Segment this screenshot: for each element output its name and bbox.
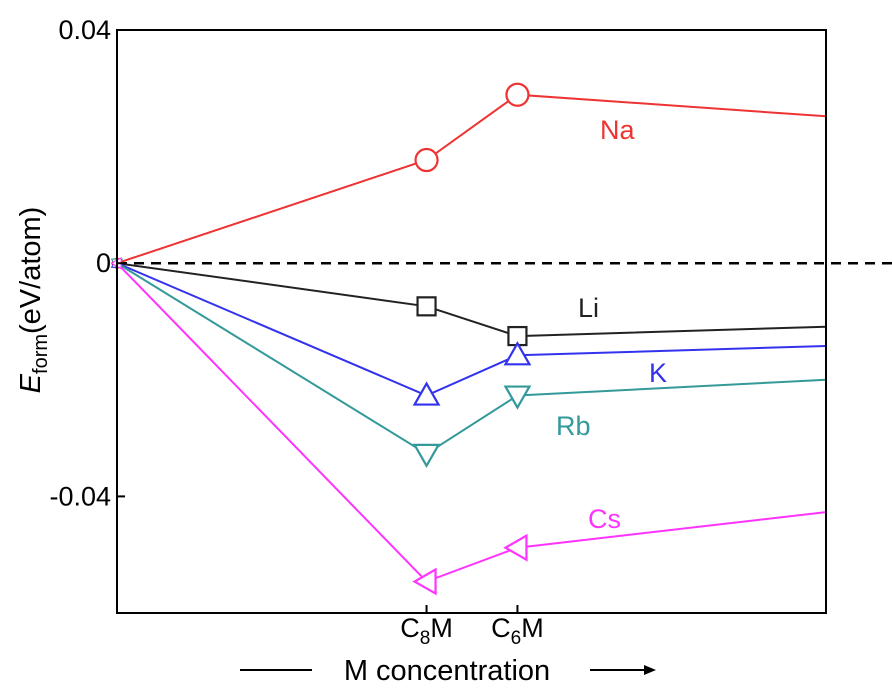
- y-tick-label-2: -0.04: [49, 481, 111, 511]
- series-k: [110, 256, 827, 406]
- x-axis-title-arrow-head: [644, 665, 656, 675]
- series-rb: [110, 258, 827, 469]
- axis-title-layer: M concentration Eform(eV/atom): [15, 207, 656, 687]
- series-line-k: [116, 262, 827, 397]
- series-line-cs: [116, 262, 827, 583]
- series-label-li: Li: [578, 293, 599, 323]
- data-point-na-2: [505, 82, 530, 107]
- series-line-na: [116, 93, 827, 265]
- data-point-cs-1: [412, 567, 437, 596]
- y-tick-label-0: 0.04: [58, 15, 111, 45]
- series-label-rb: Rb: [556, 411, 591, 441]
- data-point-li-1: [416, 296, 437, 317]
- series-li: [112, 258, 827, 347]
- y-tick-layer: 0.04 0 -0.04: [49, 15, 125, 511]
- data-point-rb-1: [412, 443, 441, 469]
- data-point-rb-2: [503, 385, 532, 410]
- x-category-label-0: C8M: [400, 613, 453, 649]
- series-label-cs: Cs: [588, 504, 621, 534]
- series-label-k: K: [649, 358, 667, 388]
- x-category-label-1: C6M: [491, 613, 544, 649]
- series-label-layer: Na Li K Rb Cs: [556, 115, 667, 534]
- data-point-cs-2: [503, 533, 528, 562]
- data-point-na-1: [414, 147, 439, 173]
- y-axis-title: Eform(eV/atom): [15, 207, 52, 394]
- series-line-rb: [116, 262, 827, 455]
- series-label-na: Na: [600, 115, 635, 145]
- plot-frame: [116, 29, 827, 614]
- series-layer: [110, 82, 827, 596]
- series-na: [111, 82, 827, 269]
- y-tick-label-1: 0: [96, 248, 111, 278]
- plot-frame-layer: [116, 29, 827, 614]
- data-point-k-2: [503, 341, 532, 366]
- series-line-li: [116, 262, 827, 338]
- data-point-k-1: [412, 381, 441, 406]
- series-cs: [110, 256, 827, 596]
- x-category-layer: C8M C6M: [400, 605, 544, 649]
- svg-text:Eform(eV/atom): Eform(eV/atom): [15, 207, 52, 394]
- x-axis-title: M concentration: [344, 655, 550, 687]
